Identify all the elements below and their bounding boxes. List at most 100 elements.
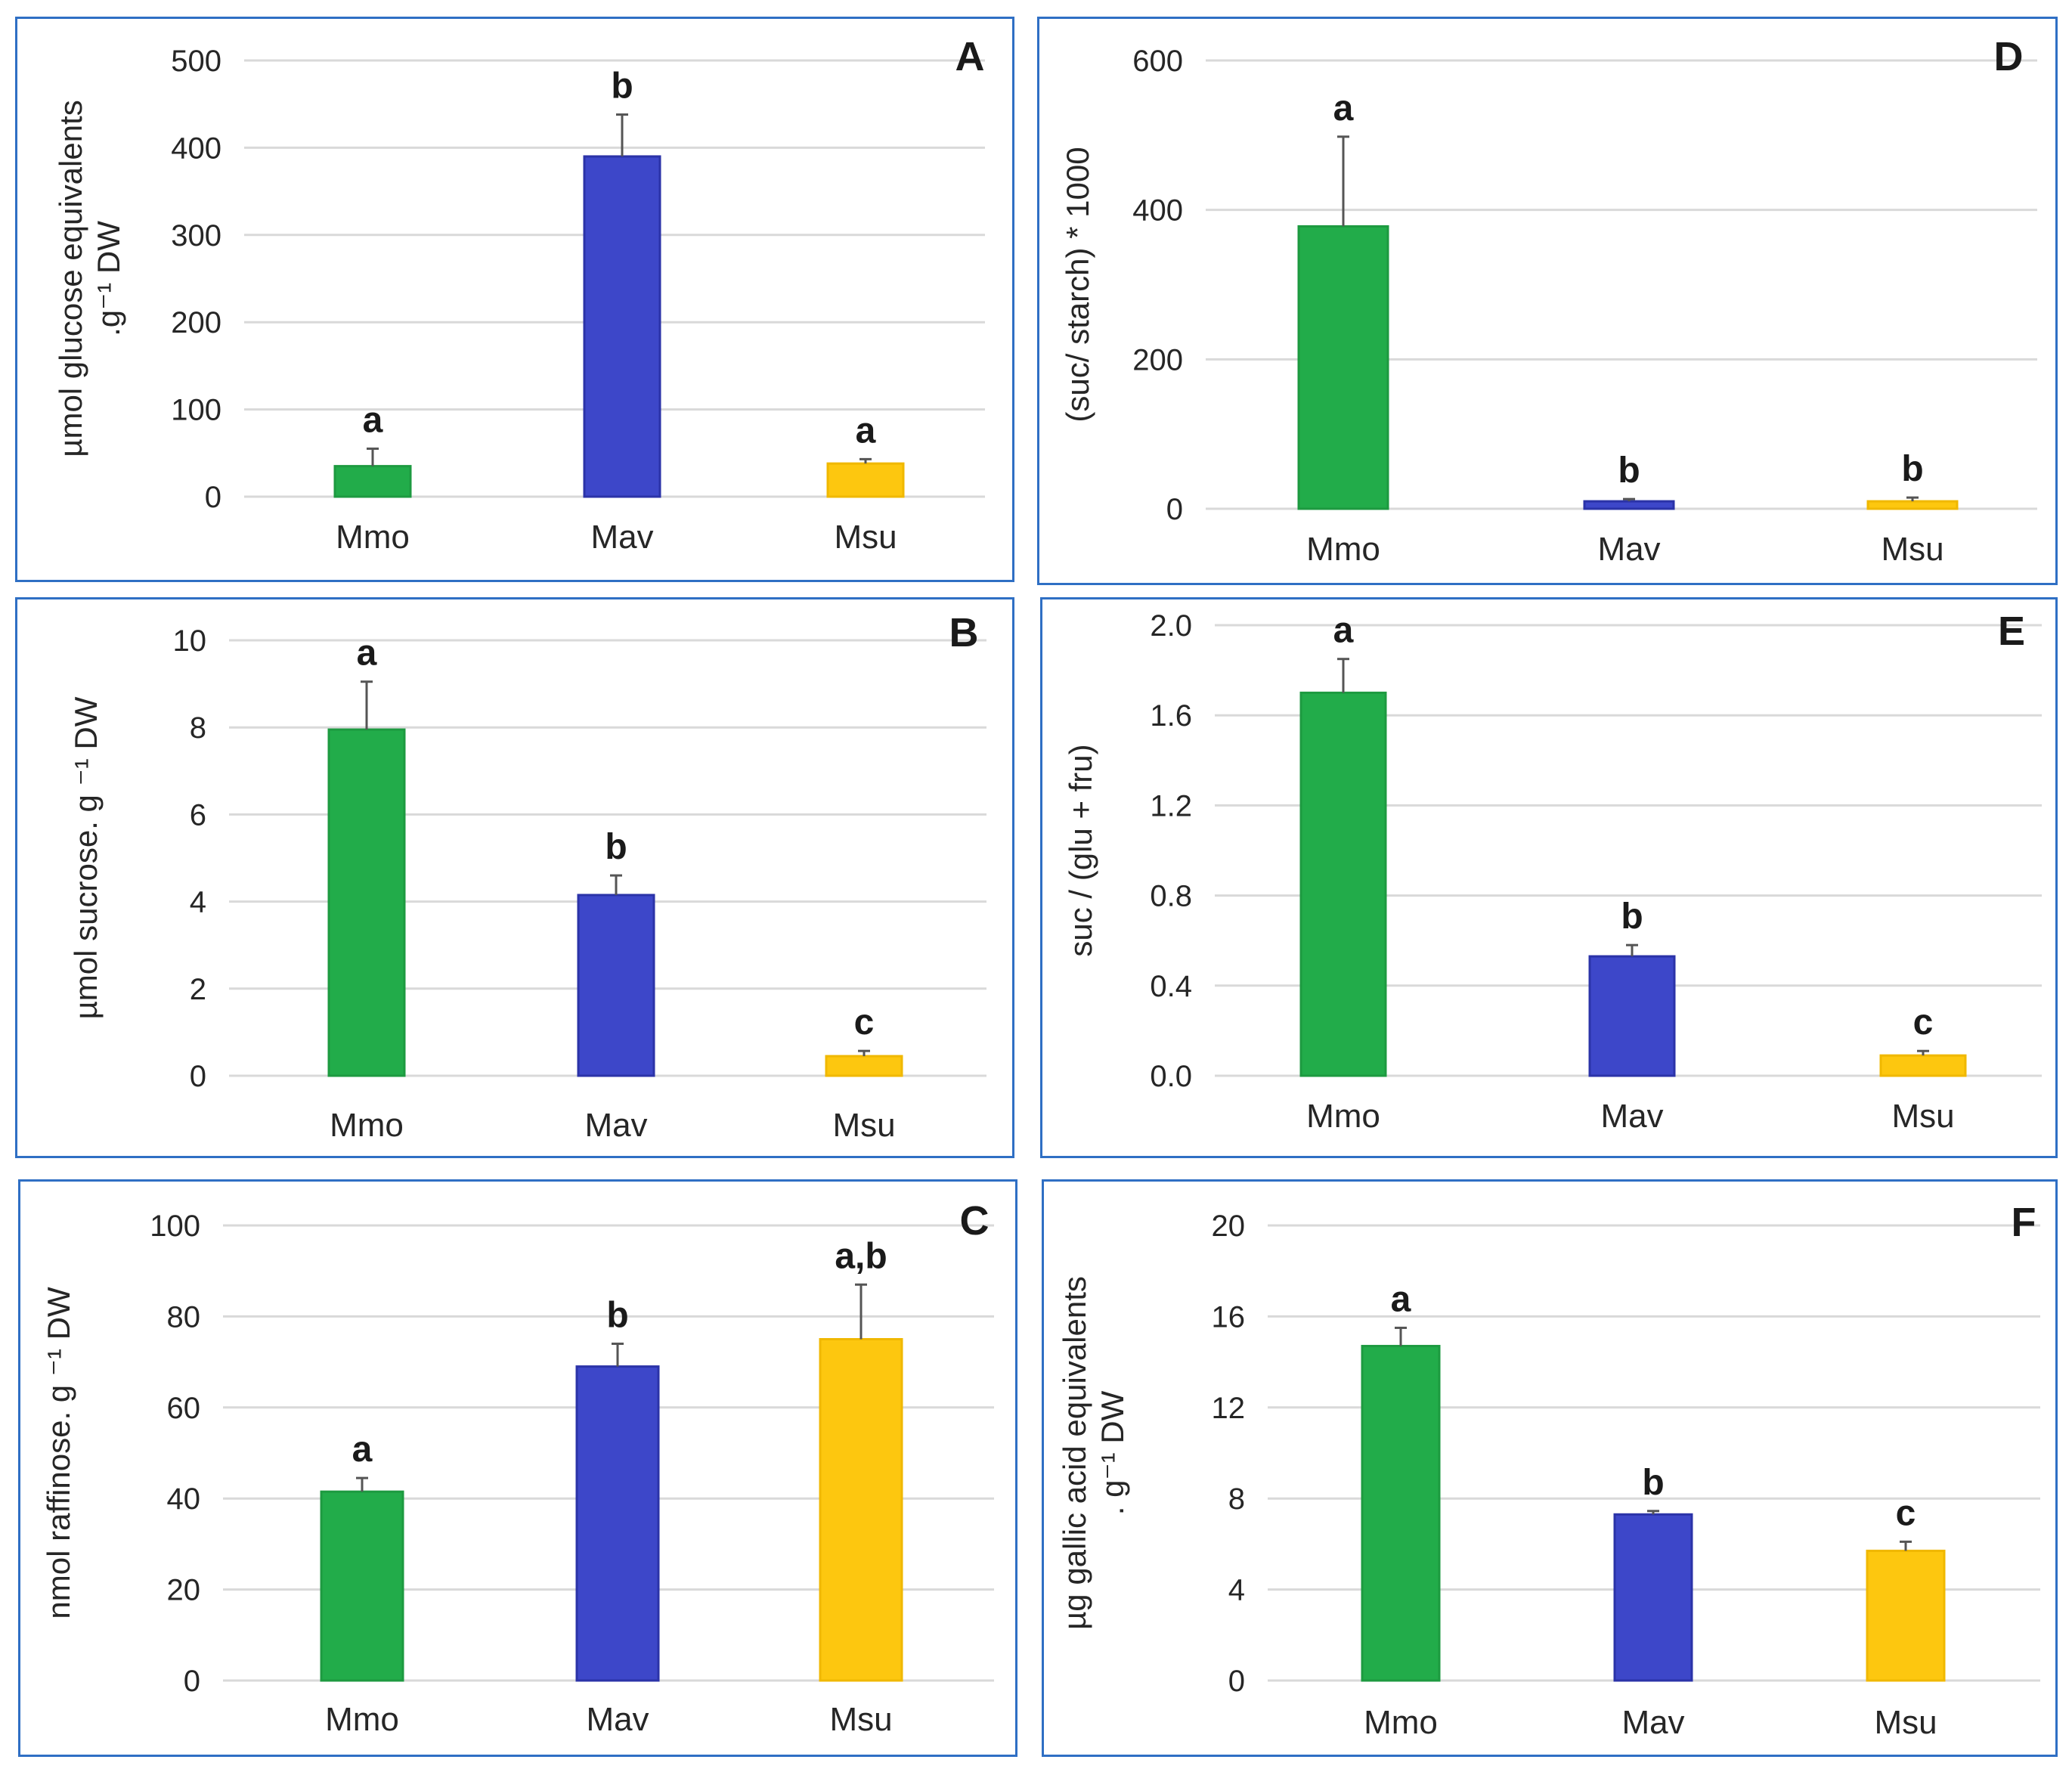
bar-mav (1613, 1513, 1693, 1682)
y-tick-label: 0 (1166, 493, 1183, 526)
y-tick-label: 8 (190, 711, 206, 745)
y-axis-title: µmol glucose equivalents (53, 100, 88, 457)
y-axis-title: µmol sucrose. g ⁻¹ DW (68, 696, 104, 1019)
x-category-label: Mav (590, 519, 653, 556)
y-tick-label: 8 (1228, 1482, 1245, 1516)
y-tick-label: 2.0 (1150, 609, 1192, 643)
significance-label: a (856, 410, 876, 451)
x-category-label: Mav (1600, 1098, 1663, 1135)
chart-svg-F: 0 4 8 12 16 20 µg gallic acid equivalents. g⁻¹… (1057, 1200, 2040, 1741)
bar-msu (1879, 1054, 1967, 1077)
bar-mmo (320, 1490, 404, 1682)
y-tick-label: 16 (1212, 1300, 1246, 1334)
y-tick-label: 300 (171, 219, 221, 252)
bar-mav (1583, 500, 1675, 510)
x-category-label: Mmo (1364, 1704, 1438, 1741)
y-tick-label: 100 (171, 394, 221, 427)
significance-label: a,b (835, 1236, 887, 1276)
y-tick-label: 4 (1228, 1574, 1245, 1607)
bar-mmo (333, 465, 412, 498)
x-category-label: Msu (1874, 1704, 1937, 1741)
x-category-label: Msu (829, 1701, 892, 1738)
bar-msu (1866, 500, 1959, 510)
panel-letter: E (1998, 609, 2025, 654)
y-tick-label: 600 (1132, 45, 1183, 78)
y-tick-label: 0 (190, 1060, 206, 1093)
y-tick-label: 40 (167, 1482, 201, 1516)
y-tick-label: 0 (205, 481, 221, 514)
significance-label: b (1901, 449, 1923, 489)
significance-label: b (605, 827, 627, 867)
chart-panel-D: 0 200 400 600 (suc/ starch) * 1000 a Mmo b Mav b M… (1037, 17, 2058, 585)
bar-mav (583, 155, 661, 498)
y-tick-label: 400 (1132, 194, 1183, 228)
bar-mmo (1299, 691, 1387, 1077)
y-axis-title: µg gallic acid equivalents (1057, 1276, 1092, 1630)
significance-label: b (611, 67, 633, 107)
x-category-label: Mmo (1306, 1098, 1380, 1135)
y-tick-label: 80 (167, 1300, 201, 1334)
x-category-label: Mmo (325, 1701, 399, 1738)
chart-panel-F: 0 4 8 12 16 20 µg gallic acid equivalents. g⁻¹… (1042, 1179, 2058, 1757)
significance-label: b (1621, 897, 1643, 937)
significance-label: a (363, 401, 383, 441)
y-tick-label: 200 (171, 306, 221, 339)
chart-svg-A: 0 100 200 300 400 500 µmol glucose equivalents… (53, 34, 985, 556)
significance-label: a (1391, 1279, 1411, 1319)
y-tick-label: 400 (171, 132, 221, 165)
y-tick-label: 4 (190, 886, 206, 919)
y-axis-title: .g⁻¹ DW (91, 221, 126, 336)
panel-letter: C (960, 1198, 990, 1244)
bar-msu (826, 462, 905, 498)
chart-panel-C: 0 20 40 60 80 100 nmol raffinose. g ⁻¹ DW a Mmo b… (18, 1179, 1017, 1757)
y-tick-label: 1.2 (1150, 789, 1192, 822)
bar-msu (819, 1338, 903, 1682)
bar-msu (825, 1055, 903, 1077)
panel-letter: B (949, 610, 979, 655)
chart-panel-E: 0.0 0.4 0.8 1.2 1.6 2.0 suc / (glu + fru) a Mmo b… (1040, 597, 2058, 1158)
y-tick-label: 10 (173, 624, 207, 658)
panel-letter: F (2012, 1200, 2036, 1245)
panel-letter: D (1994, 34, 2024, 79)
significance-label: c (1913, 1002, 1934, 1042)
y-axis-title: nmol raffinose. g ⁻¹ DW (41, 1287, 76, 1619)
x-category-label: Mmo (336, 519, 410, 556)
significance-label: b (606, 1296, 628, 1336)
y-axis-title: (suc/ starch) * 1000 (1060, 147, 1095, 422)
significance-label: a (352, 1430, 373, 1470)
chart-svg-E: 0.0 0.4 0.8 1.2 1.6 2.0 suc / (glu + fru) a Mmo b… (1063, 609, 2042, 1135)
chart-svg-B: 0 2 4 6 8 10 µmol sucrose. g ⁻¹ DW a Mmo b Mav c Msu… (68, 610, 986, 1144)
y-tick-label: 12 (1212, 1392, 1246, 1425)
y-tick-label: 0.8 (1150, 880, 1192, 913)
significance-label: a (1333, 611, 1354, 651)
y-tick-label: 6 (190, 798, 206, 832)
x-category-label: Mmo (1306, 531, 1380, 568)
bar-mav (1588, 955, 1676, 1077)
chart-panel-A: 0 100 200 300 400 500 µmol glucose equivalents… (15, 17, 1014, 582)
x-category-label: Mav (1597, 531, 1660, 568)
bar-mmo (1297, 225, 1389, 510)
y-tick-label: 0 (184, 1665, 200, 1698)
x-category-label: Msu (832, 1107, 895, 1144)
significance-label: c (1896, 1493, 1916, 1533)
y-tick-label: 20 (1212, 1210, 1246, 1243)
y-tick-label: 0 (1228, 1665, 1245, 1698)
significance-label: a (357, 634, 377, 674)
x-category-label: Msu (1881, 531, 1943, 568)
bar-mav (577, 894, 655, 1077)
x-category-label: Mav (1621, 1704, 1684, 1741)
x-category-label: Mmo (330, 1107, 404, 1144)
chart-panel-B: 0 2 4 6 8 10 µmol sucrose. g ⁻¹ DW a Mmo b Mav c Msu… (15, 597, 1014, 1158)
bar-msu (1866, 1549, 1946, 1682)
x-category-label: Msu (1891, 1098, 1954, 1135)
y-tick-label: 20 (167, 1574, 201, 1607)
chart-svg-C: 0 20 40 60 80 100 nmol raffinose. g ⁻¹ DW a Mmo b… (41, 1198, 994, 1738)
bar-mav (575, 1365, 660, 1682)
significance-label: b (1642, 1463, 1664, 1503)
bar-mmo (327, 728, 406, 1077)
y-tick-label: 500 (171, 45, 221, 78)
y-tick-label: 100 (150, 1210, 200, 1243)
y-tick-label: 2 (190, 973, 206, 1006)
bar-mmo (1361, 1345, 1441, 1682)
y-tick-label: 1.6 (1150, 699, 1192, 733)
